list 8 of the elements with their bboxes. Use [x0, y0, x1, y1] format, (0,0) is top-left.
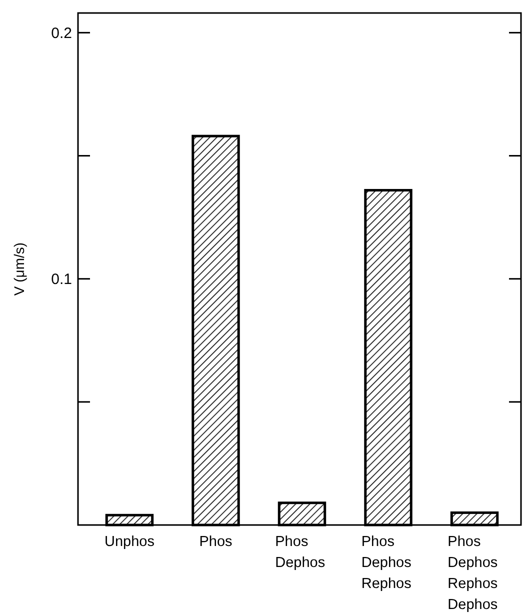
y-tick-label: 0.1: [51, 271, 72, 288]
x-tick-label: Phos Dephos: [275, 534, 326, 571]
x-tick-label: Phos Dephos Rephos: [361, 534, 412, 592]
y-axis-title: V (μm/s): [11, 242, 27, 296]
x-tick-label: Phos: [199, 534, 232, 550]
x-tick-label: Unphos: [104, 534, 154, 550]
y-tick-label: 0.2: [51, 24, 72, 42]
x-tick-label: Phos Dephos Rephos Dephos: [448, 534, 498, 613]
